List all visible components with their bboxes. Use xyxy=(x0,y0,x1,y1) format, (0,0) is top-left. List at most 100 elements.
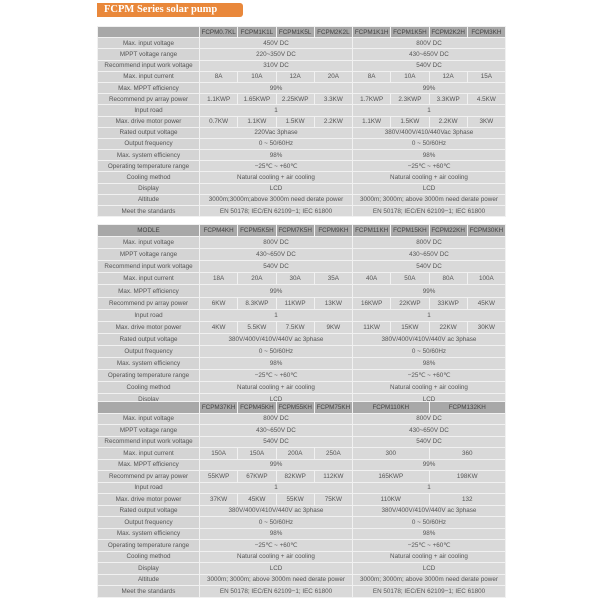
row-label: Recommend input work voltage xyxy=(97,435,200,448)
value-cell: 11KW xyxy=(351,320,392,334)
header-row: FCPM37KH FCPM45KH FCPM55KH FCPM75KH FCPM110K… xyxy=(97,401,506,414)
value-cell: 800V DC xyxy=(352,412,506,425)
table-row: MPPT voltage range 220~350V DC 430~650V DC xyxy=(97,48,506,61)
value-cell: 98% xyxy=(352,357,506,371)
model-header-cell: FCPM45KH xyxy=(237,401,277,414)
value-cell: 380V/400V/410/440Vac 3phase xyxy=(352,126,506,139)
value-cell: 35A xyxy=(313,272,354,286)
value-cell: 1 xyxy=(199,104,353,117)
value-cell: 1.1KW xyxy=(351,115,392,128)
model-header-cell: FCPM5K5H xyxy=(237,223,277,238)
value-cell: −25℃ ~ +60℃ xyxy=(199,539,353,552)
table-row: Cooling method Natural cooling + air cool… xyxy=(97,171,506,184)
value-cell: 13KW xyxy=(313,296,354,310)
model-header-cell: FCPM55KH xyxy=(275,401,315,414)
value-cell: 112KW xyxy=(313,470,354,483)
value-cell: 540V DC xyxy=(199,260,353,274)
model-header-cell: FCPM9KH xyxy=(313,223,354,238)
row-label: Max. drive motor power xyxy=(97,115,200,128)
row-label: Meet the standards xyxy=(97,204,200,218)
model-header-cell: FCPM22KH xyxy=(428,223,468,238)
model-header-cell: FCPM30KH xyxy=(466,223,507,238)
table-row: Recommend input work voltage 310V DC 540V … xyxy=(97,59,506,72)
row-label: Max. MPPT efficiency xyxy=(97,81,200,95)
value-cell: 99% xyxy=(199,81,353,95)
value-cell: 300 xyxy=(352,447,430,460)
value-cell: 150A xyxy=(237,447,277,460)
model-header-cell: FCPM37KH xyxy=(198,401,239,414)
value-cell: 3.3KW xyxy=(313,93,354,106)
value-cell: 0.7KW xyxy=(198,115,239,128)
value-cell: 45KW xyxy=(237,493,277,506)
table-row: MPPT voltage range 430~650V DC 430~650V DC xyxy=(97,424,506,437)
row-label: Output frequency xyxy=(97,137,200,151)
value-cell: 380V/400V/410V/440V ac 3phase xyxy=(352,332,506,346)
value-cell: 8.3KWP xyxy=(237,296,277,310)
value-cell: −25℃ ~ +60℃ xyxy=(352,369,506,383)
value-cell: 430~650V DC xyxy=(352,248,506,262)
value-cell: 12A xyxy=(428,70,468,83)
row-label: Max. MPPT efficiency xyxy=(97,458,200,471)
model-header-cell: FCPM7K5H xyxy=(275,223,315,238)
value-cell: 11KWP xyxy=(275,296,315,310)
value-cell: 37KW xyxy=(198,493,239,506)
value-cell: 0 ~ 50/60Hz xyxy=(352,516,506,529)
value-cell: 380V/400V/410V/440V ac 3phase xyxy=(199,504,353,517)
table-row: Output frequency 0 ~ 50/60Hz 0 ~ 50/60Hz xyxy=(97,516,506,529)
value-cell: 540V DC xyxy=(352,435,506,448)
table-row: Recommend pv array power 55KWP 67KWP 82KWP 1… xyxy=(97,470,506,483)
value-cell: 250A xyxy=(313,447,354,460)
value-cell: 3000m;3000m;above 3000m need derate powe… xyxy=(199,193,353,207)
table-row: Output frequency 0 ~ 50/60Hz 0 ~ 50/60Hz xyxy=(97,137,506,151)
value-cell: −25℃ ~ +60℃ xyxy=(199,160,353,173)
value-cell: 75KW xyxy=(313,493,354,506)
value-cell: EN 50178; IEC/EN 62109−1; IEC 61800 xyxy=(199,585,353,598)
table-row: Input road 1 1 xyxy=(97,481,506,494)
value-cell: 540V DC xyxy=(199,435,353,448)
row-label: Max. input current xyxy=(97,272,200,286)
row-label: Input road xyxy=(97,481,200,494)
row-label: Display xyxy=(97,562,200,575)
spec-table-low-power: FCPM0.7KL FCPM1K1L FCPM1K5L FCPM2K2L FCPM1K1… xyxy=(97,25,507,218)
value-cell: Natural cooling + air cooling xyxy=(352,381,506,395)
value-cell: Natural cooling + air cooling xyxy=(199,550,353,563)
value-cell: Natural cooling + air cooling xyxy=(352,171,506,184)
row-label: Meet the standards xyxy=(97,585,200,598)
value-cell: 98% xyxy=(352,149,506,162)
table-row: Max. input voltage 800V DC 800V DC xyxy=(97,412,506,425)
model-header-cell: FCPM2K2L xyxy=(313,25,354,39)
table-row: Recommend pv array power 6KW 8.3KWP 11KWP 13… xyxy=(97,296,507,310)
value-cell: 0 ~ 50/60Hz xyxy=(352,137,506,151)
value-cell: 15KW xyxy=(390,320,430,334)
value-cell: 98% xyxy=(199,149,353,162)
value-cell: 2.2KW xyxy=(428,115,468,128)
value-cell: 55KWP xyxy=(198,470,239,483)
value-cell: 150A xyxy=(198,447,239,460)
value-cell: 1.1KW xyxy=(237,115,277,128)
model-header-cell: FCPM75KH xyxy=(313,401,354,414)
value-cell: 10A xyxy=(237,70,277,83)
value-cell: 80A xyxy=(428,272,468,286)
value-cell: 1 xyxy=(352,481,506,494)
row-label: Cooling method xyxy=(97,171,200,184)
table-row: Meet the standards EN 50178; IEC/EN 62109… xyxy=(97,585,506,598)
value-cell: 380V/400V/410V/440V ac 3phase xyxy=(352,504,506,517)
value-cell: 0 ~ 50/60Hz xyxy=(199,137,353,151)
row-label: Cooling method xyxy=(97,381,200,395)
row-label: Altitude xyxy=(97,193,200,207)
value-cell: 20A xyxy=(237,272,277,286)
row-label: Max. system efficiency xyxy=(97,149,200,162)
value-cell: 800V DC xyxy=(199,412,353,425)
page-title: FCPM Series solar pump inverter xyxy=(97,3,243,29)
row-label: Operating temperature range xyxy=(97,539,200,552)
model-header-cell: FCPM15KH xyxy=(390,223,430,238)
header-label-cell: MODLE xyxy=(97,223,200,238)
value-cell: 1 xyxy=(199,308,353,322)
value-cell: 800V DC xyxy=(352,236,506,250)
value-cell: 15A xyxy=(466,70,507,83)
table-row: Max. system efficiency 98% 98% xyxy=(97,149,506,162)
row-label: Recommend pv array power xyxy=(97,93,200,106)
row-label: Max. system efficiency xyxy=(97,357,200,371)
value-cell: 430~650V DC xyxy=(352,48,506,61)
header-label-cell xyxy=(97,401,200,414)
